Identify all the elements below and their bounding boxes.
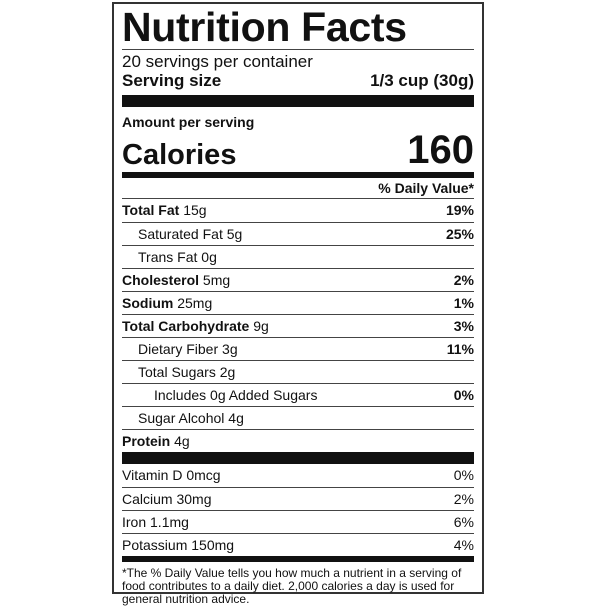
nutrient-row: Sodium 25mg 1%: [122, 291, 474, 314]
vitamin-row: Potassium 150mg 4%: [122, 533, 474, 556]
nutrient-label: Protein: [122, 433, 171, 449]
nutrient-name: Saturated Fat 5g: [122, 223, 242, 245]
nutrient-label: Total Fat: [122, 202, 180, 218]
nutrient-daily-value: 3%: [453, 318, 474, 334]
calories-row: Calories 160: [122, 130, 474, 170]
nutrient-amount: 5mg: [202, 272, 231, 288]
vitamin-daily-value: 4%: [453, 537, 474, 553]
nutrient-row: Cholesterol 5mg 2%: [122, 268, 474, 291]
nutrient-name: Total Sugars 2g: [122, 361, 235, 383]
serving-size-value: 1/3 cup (30g): [370, 71, 474, 90]
nutrient-label: Cholesterol: [122, 272, 200, 288]
medium-divider: [122, 172, 474, 178]
servings-per-container: 20 servings per container: [122, 52, 313, 71]
nutrient-label: Total Carbohydrate: [122, 318, 250, 334]
nutrient-amount: 3g: [222, 341, 238, 357]
nutrient-row: Trans Fat 0g: [122, 245, 474, 268]
vitamin-name: Iron 1.1mg: [122, 511, 189, 533]
vitamin-row: Vitamin D 0mcg 0%: [122, 464, 474, 487]
nutrient-row: Total Sugars 2g: [122, 360, 474, 383]
nutrient-amount: 0g: [201, 249, 217, 265]
nutrient-label: Includes 0g Added Sugars: [154, 387, 318, 403]
vitamin-daily-value: 0%: [453, 467, 474, 483]
nutrient-daily-value: 25%: [445, 226, 474, 242]
vitamin-label: Iron: [122, 514, 147, 530]
vitamin-daily-value: 6%: [453, 514, 474, 530]
nutrient-amount: 4g: [228, 410, 244, 426]
vitamin-label: Potassium: [122, 537, 188, 553]
nutrient-list: Total Fat 15g 19% Saturated Fat 5g 25% Trans…: [122, 199, 474, 452]
vitamin-daily-value: 2%: [453, 491, 474, 507]
nutrient-daily-value: 0%: [453, 387, 474, 403]
vitamin-name: Vitamin D 0mcg: [122, 464, 221, 487]
footnote: *The % Daily Value tells you how much a …: [122, 566, 462, 606]
nutrient-name: Sugar Alcohol 4g: [122, 407, 244, 429]
nutrient-label: Total Sugars: [138, 364, 216, 380]
nutrient-name: Protein 4g: [122, 430, 190, 452]
nutrient-daily-value: 2%: [453, 272, 474, 288]
nutrient-amount: 5g: [226, 226, 243, 242]
nutrient-row: Dietary Fiber 3g 11%: [122, 337, 474, 360]
nutrient-name: Sodium 25mg: [122, 292, 212, 314]
nutrient-name: Trans Fat 0g: [122, 246, 217, 268]
divider: [122, 49, 474, 50]
nutrient-label: Sodium: [122, 295, 174, 311]
nutrient-amount: 9g: [253, 318, 269, 334]
nutrient-daily-value: 1%: [453, 295, 474, 311]
nutrient-name: Includes 0g Added Sugars: [122, 384, 317, 406]
nutrient-amount: 2g: [219, 364, 236, 380]
vitamin-list: Vitamin D 0mcg 0% Calcium 30mg 2% Iron 1.1mg…: [122, 464, 474, 556]
nutrient-name: Cholesterol 5mg: [122, 269, 230, 291]
nutrient-daily-value: 19%: [445, 202, 474, 218]
label-title: Nutrition Facts: [122, 4, 407, 50]
calories-label: Calories: [122, 139, 237, 171]
nutrient-row: Total Carbohydrate 9g 3%: [122, 314, 474, 337]
vitamin-amount: 0mcg: [186, 467, 221, 483]
nutrient-row: Protein 4g: [122, 429, 474, 452]
nutrient-amount: 15g: [183, 202, 207, 218]
nutrient-label: Sugar Alcohol: [138, 410, 225, 426]
thick-divider: [122, 452, 474, 464]
serving-size-row: Serving size 1/3 cup (30g): [122, 71, 474, 91]
medium-divider: [122, 556, 474, 562]
vitamin-amount: 150mg: [191, 537, 235, 553]
nutrient-row: Total Fat 15g 19%: [122, 199, 474, 222]
nutrient-label: Dietary Fiber: [138, 341, 219, 357]
nutrient-label: Saturated Fat: [138, 226, 223, 242]
daily-value-header: % Daily Value*: [122, 178, 474, 199]
vitamin-name: Potassium 150mg: [122, 534, 234, 556]
nutrient-name: Dietary Fiber 3g: [122, 338, 238, 360]
vitamin-name: Calcium 30mg: [122, 488, 212, 510]
nutrient-row: Includes 0g Added Sugars 0%: [122, 383, 474, 406]
nutrient-amount: 25mg: [177, 295, 213, 311]
nutrient-row: Saturated Fat 5g 25%: [122, 222, 474, 245]
vitamin-label: Calcium: [122, 491, 173, 507]
amount-per-serving: Amount per serving: [122, 114, 255, 130]
nutrient-amount: 4g: [174, 433, 190, 449]
vitamin-amount: 30mg: [176, 491, 212, 507]
nutrient-name: Total Fat 15g: [122, 199, 207, 222]
vitamin-row: Calcium 30mg 2%: [122, 487, 474, 510]
nutrient-name: Total Carbohydrate 9g: [122, 315, 269, 337]
nutrient-label: Trans Fat: [138, 249, 198, 265]
thick-divider: [122, 95, 474, 107]
vitamin-amount: 1.1mg: [150, 514, 189, 530]
serving-size-label: Serving size: [122, 71, 222, 90]
vitamin-label: Vitamin D: [122, 467, 183, 483]
calories-value: 160: [407, 128, 474, 172]
nutrition-facts-label: Nutrition Facts 20 servings per containe…: [112, 2, 484, 606]
nutrient-daily-value: 11%: [446, 341, 474, 357]
nutrient-row: Sugar Alcohol 4g: [122, 406, 474, 429]
vitamin-row: Iron 1.1mg 6%: [122, 510, 474, 533]
